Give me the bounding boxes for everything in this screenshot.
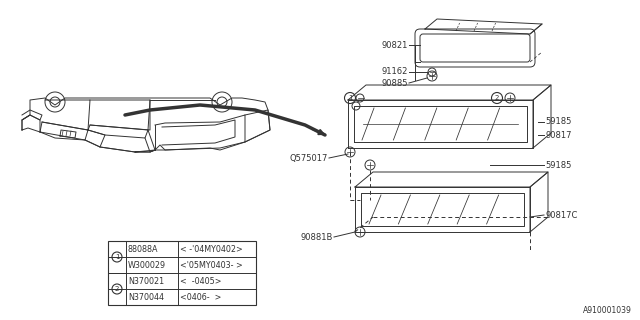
Text: 90817: 90817 xyxy=(545,131,572,140)
Text: < -'04MY0402>: < -'04MY0402> xyxy=(180,244,243,253)
Text: 90817C: 90817C xyxy=(545,211,577,220)
Text: W300029: W300029 xyxy=(128,260,166,269)
Text: 1: 1 xyxy=(348,95,352,101)
Text: 91162: 91162 xyxy=(381,68,408,76)
Text: 2: 2 xyxy=(495,95,499,101)
Text: <  -0405>: < -0405> xyxy=(180,276,221,285)
Text: 59185: 59185 xyxy=(545,161,572,170)
Text: A910001039: A910001039 xyxy=(583,306,632,315)
Text: 59185: 59185 xyxy=(545,117,572,126)
Text: 2: 2 xyxy=(115,286,119,292)
Text: 90821: 90821 xyxy=(381,41,408,50)
Text: N370021: N370021 xyxy=(128,276,164,285)
Text: 1: 1 xyxy=(115,254,119,260)
Text: <'05MY0403- >: <'05MY0403- > xyxy=(180,260,243,269)
Text: <0406-  >: <0406- > xyxy=(180,292,221,301)
Bar xyxy=(108,241,256,305)
Text: 88088A: 88088A xyxy=(128,244,159,253)
Text: 90885: 90885 xyxy=(381,78,408,87)
Text: 90881B: 90881B xyxy=(301,233,333,242)
Text: N370044: N370044 xyxy=(128,292,164,301)
Text: Q575017: Q575017 xyxy=(290,154,328,163)
